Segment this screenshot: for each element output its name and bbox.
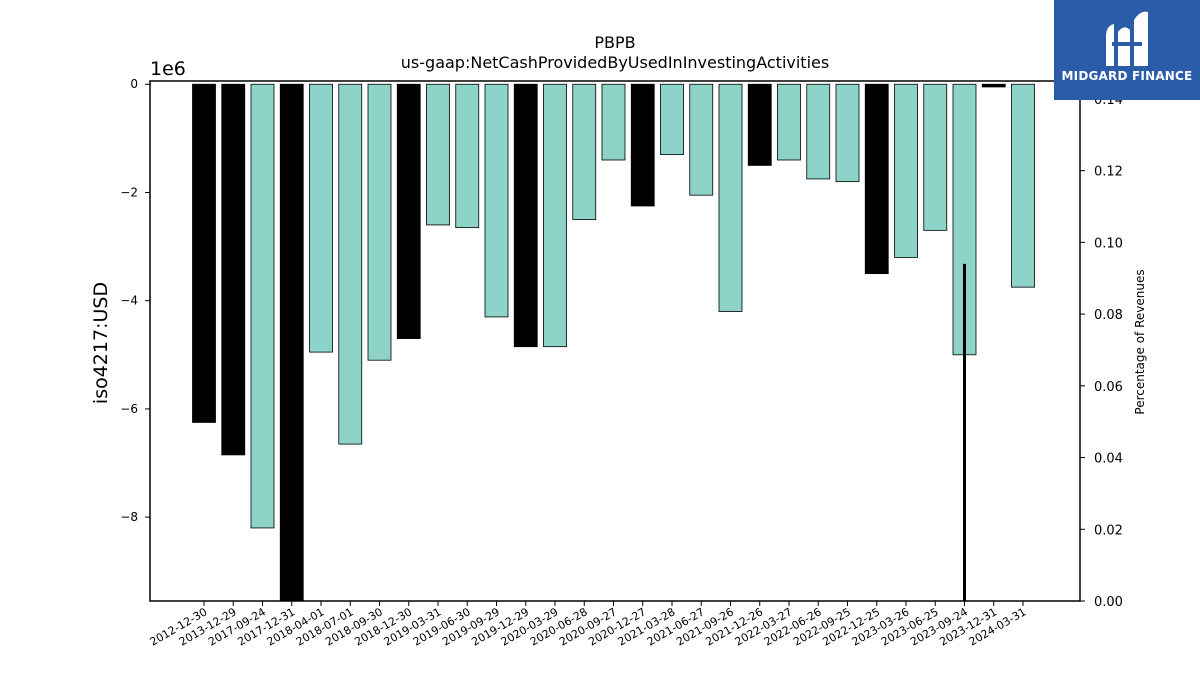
y2-tick-label: 0.02 xyxy=(1094,523,1123,538)
bar xyxy=(426,83,450,226)
bar xyxy=(338,83,363,445)
y2-axis-label: Percentage of Revenues xyxy=(1133,269,1147,414)
bar xyxy=(455,83,480,229)
y2-tick-label: 0.00 xyxy=(1094,595,1123,610)
bar xyxy=(835,83,860,183)
bars-group xyxy=(192,83,1035,601)
bar xyxy=(572,83,597,220)
y-tick-label: −8 xyxy=(120,510,138,524)
midgard-finance-logo: MIDGARD FINANCE xyxy=(1054,0,1200,100)
logo-mark-icon xyxy=(1106,11,1148,66)
bar xyxy=(279,83,304,601)
bar xyxy=(923,83,948,231)
bar xyxy=(221,83,246,456)
y-axis-label: iso4217:USD xyxy=(90,282,112,404)
bar xyxy=(660,83,684,155)
y2-tick-label: 0.12 xyxy=(1094,165,1123,180)
bar xyxy=(630,83,655,207)
bar xyxy=(250,83,275,529)
bar xyxy=(747,83,772,166)
y-multiplier-label: 1e6 xyxy=(150,58,186,80)
bar xyxy=(864,83,889,275)
bar xyxy=(689,83,714,196)
y-tick-label: −2 xyxy=(120,185,138,199)
y2-tick-label: 0.08 xyxy=(1094,308,1123,323)
bar xyxy=(309,83,333,353)
bar xyxy=(484,83,509,318)
y2-tick-label: 0.10 xyxy=(1094,236,1123,251)
bar xyxy=(718,83,743,312)
y-tick-label: 0 xyxy=(130,77,138,91)
bar xyxy=(777,83,801,161)
bar xyxy=(1011,83,1035,288)
y-tick-label: −4 xyxy=(120,294,138,308)
bar xyxy=(513,83,538,348)
bar xyxy=(894,83,918,258)
bar xyxy=(806,83,831,180)
chart-subtitle: us-gaap:NetCashProvidedByUsedInInvesting… xyxy=(401,53,829,72)
y-tick-label: −6 xyxy=(120,402,138,416)
plot-frame xyxy=(149,80,1081,602)
y2-tick-label: 0.04 xyxy=(1094,452,1123,467)
bar xyxy=(192,83,216,423)
chart-title: PBPB xyxy=(594,33,635,52)
bar xyxy=(396,83,421,339)
y2-tick-label: 0.06 xyxy=(1094,380,1123,395)
bar xyxy=(543,83,567,348)
bar xyxy=(367,83,392,361)
bar xyxy=(981,83,1006,88)
logo-text: MIDGARD FINANCE xyxy=(1061,69,1193,83)
bar xyxy=(601,83,626,161)
